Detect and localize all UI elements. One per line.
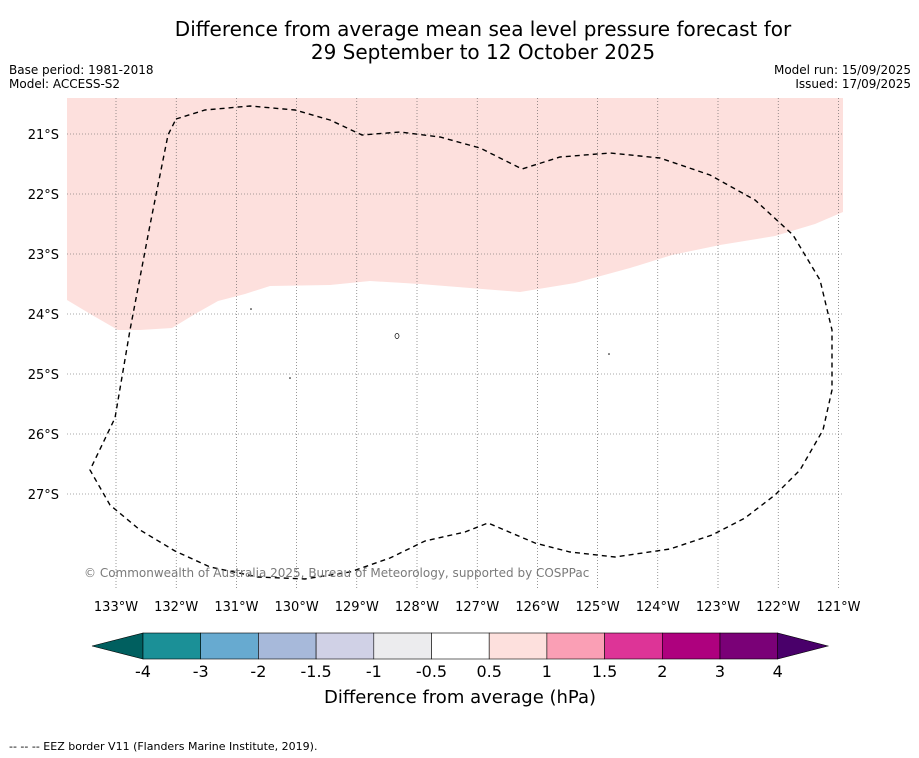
longitude-labels: 133°W 132°W 131°W 130°W 129°W 128°W 127°W 126°W… [94,600,861,615]
colorbar [91,632,830,660]
colorbar-extend-low [91,632,144,660]
eez-border-line [89,105,833,580]
longitude-label: 122°W [756,600,800,615]
longitude-label: 121°W [816,600,860,615]
longitude-label: 130°W [275,600,319,615]
island-markers [250,308,610,379]
base-period: Base period: 1981-2018 [9,63,154,77]
eez-footnote: -- -- -- EEZ border V11 (Flanders Marine… [9,740,318,753]
colorbar-segment [200,632,259,660]
latitude-label: 24°S [28,308,59,323]
colorbar-tick: 1.5 [592,662,617,681]
title-line-2: 29 September to 12 October 2025 [310,40,656,64]
longitude-label: 129°W [335,600,379,615]
longitude-label: 124°W [636,600,680,615]
longitude-label: 133°W [94,600,138,615]
longitude-label: 131°W [214,600,258,615]
colorbar-segment [488,632,548,660]
latitude-label: 25°S [28,368,59,383]
colorbar-tick: 3 [715,662,725,681]
model-name: Model: ACCESS-S2 [9,77,121,91]
colorbar-tick: -1 [366,662,382,681]
colorbar-tick: 4 [773,662,783,681]
title-line-1: Difference from average mean sea level p… [174,17,792,41]
model-run-date: Model run: 15/09/2025 [773,63,911,77]
latitude-label: 23°S [28,248,59,263]
longitude-label: 127°W [455,600,499,615]
latitude-label: 27°S [28,488,59,503]
colorbar-tick: -1.5 [300,662,331,681]
gridlines [67,98,843,590]
colorbar-segment [373,632,432,660]
colorbar-label: Difference from average (hPa) [324,687,596,708]
colorbar-segment [258,632,317,660]
colorbar-segment [431,632,490,660]
colorbar-segment [315,632,375,660]
longitude-label: 123°W [696,600,740,615]
latitude-label: 22°S [28,188,59,203]
colorbar-tick: 0.5 [476,662,501,681]
colorbar-extend-high [777,632,830,660]
colorbar-tick: 1 [542,662,552,681]
latitude-label: 26°S [28,428,59,443]
run-info: Model run: 15/09/2025 Issued: 17/09/2025 [774,63,911,91]
latitude-label: 21°S [28,128,59,143]
colorbar-tick-labels: -4 -3 -2 -1.5 -1 -0.5 0.5 1 1.5 2 3 4 [135,662,783,681]
model-info: Base period: 1981-2018 Model: ACCESS-S2 [9,63,154,91]
colorbar-segment [661,632,721,660]
colorbar-tick: -2 [250,662,266,681]
colorbar-segment [604,632,663,660]
map-title: Difference from average mean sea level p… [0,18,919,64]
colorbar-segment [142,632,202,660]
latitude-labels: 21°S 22°S 23°S 24°S 25°S 26°S 27°S [28,128,59,503]
colorbar-tick: -4 [135,662,151,681]
colorbar-segment [546,632,605,660]
longitude-label: 125°W [576,600,620,615]
colorbar-segment [719,632,779,660]
issued-date: Issued: 17/09/2025 [795,77,911,91]
anomaly-shading [67,98,843,330]
colorbar-tick: -3 [193,662,209,681]
map-area [67,98,843,590]
copyright-notice: © Commonwealth of Australia 2025, Bureau… [84,566,589,580]
longitude-label: 132°W [154,600,198,615]
colorbar-tick: -0.5 [416,662,447,681]
longitude-label: 126°W [515,600,559,615]
colorbar-tick: 2 [657,662,667,681]
longitude-label: 128°W [395,600,439,615]
